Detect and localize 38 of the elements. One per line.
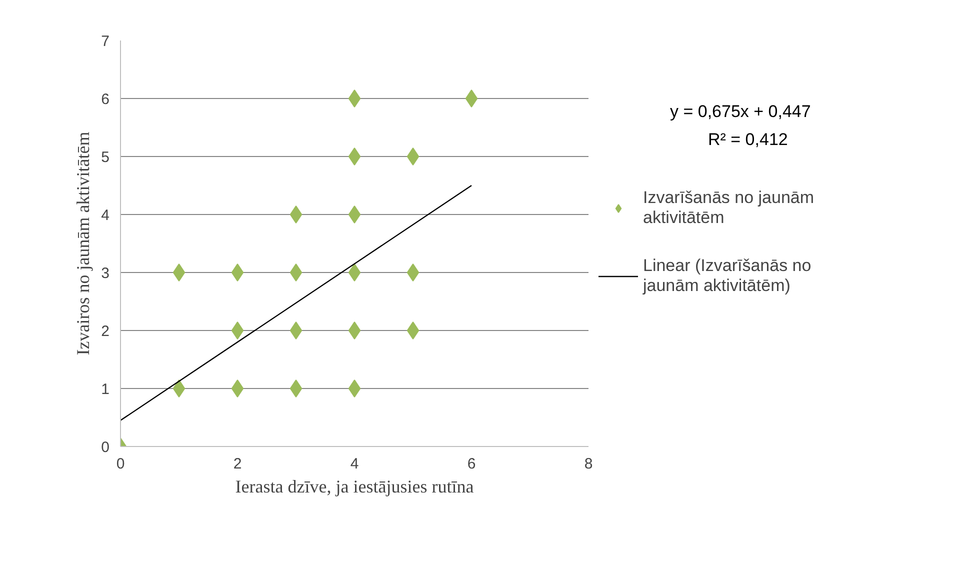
text: y = 0,675x + 0,447 bbox=[670, 101, 811, 123]
y-tick-label: 4 bbox=[101, 207, 110, 224]
y-tick-label: 6 bbox=[101, 91, 110, 108]
x-axis-title: Ierasta dzīve, ja iestājusies rutīna bbox=[235, 476, 474, 496]
point bbox=[172, 264, 186, 282]
point bbox=[290, 322, 302, 340]
point bbox=[406, 148, 420, 166]
y-tick-label: 2 bbox=[101, 323, 110, 340]
point bbox=[348, 148, 361, 166]
point bbox=[172, 380, 186, 398]
text: R² = 0,412 bbox=[707, 129, 789, 152]
point bbox=[348, 206, 361, 224]
point bbox=[348, 322, 361, 340]
x-tick-label: 2 bbox=[233, 456, 242, 472]
point bbox=[231, 322, 244, 340]
y-tick-label: 7 bbox=[101, 33, 110, 50]
point bbox=[290, 264, 302, 282]
y-tick-label: 1 bbox=[101, 381, 110, 398]
point bbox=[348, 264, 361, 282]
point bbox=[348, 90, 361, 108]
x-tick-label: 4 bbox=[350, 456, 359, 472]
point bbox=[290, 380, 302, 398]
y-tick-label: 0 bbox=[101, 439, 110, 456]
x-tick-label: 0 bbox=[116, 456, 125, 472]
point bbox=[231, 380, 244, 398]
x-tick-label: 8 bbox=[584, 456, 593, 472]
point bbox=[231, 264, 244, 282]
x-tick-label: 6 bbox=[467, 456, 476, 472]
point bbox=[348, 380, 361, 398]
legend-label: Izvarīšanās no jaunām aktivitātēm bbox=[643, 188, 814, 228]
legend-label: Linear (Izvarīšanās no jaunām aktivitātēm) bbox=[643, 256, 812, 296]
y-axis-title: Izvairos no jaunām aktivitātēm bbox=[73, 132, 94, 356]
y-tick-label: 5 bbox=[101, 149, 110, 166]
point bbox=[406, 264, 420, 282]
point bbox=[465, 90, 478, 108]
point bbox=[406, 322, 420, 340]
point bbox=[290, 206, 302, 224]
y-tick-label: 3 bbox=[101, 265, 110, 282]
